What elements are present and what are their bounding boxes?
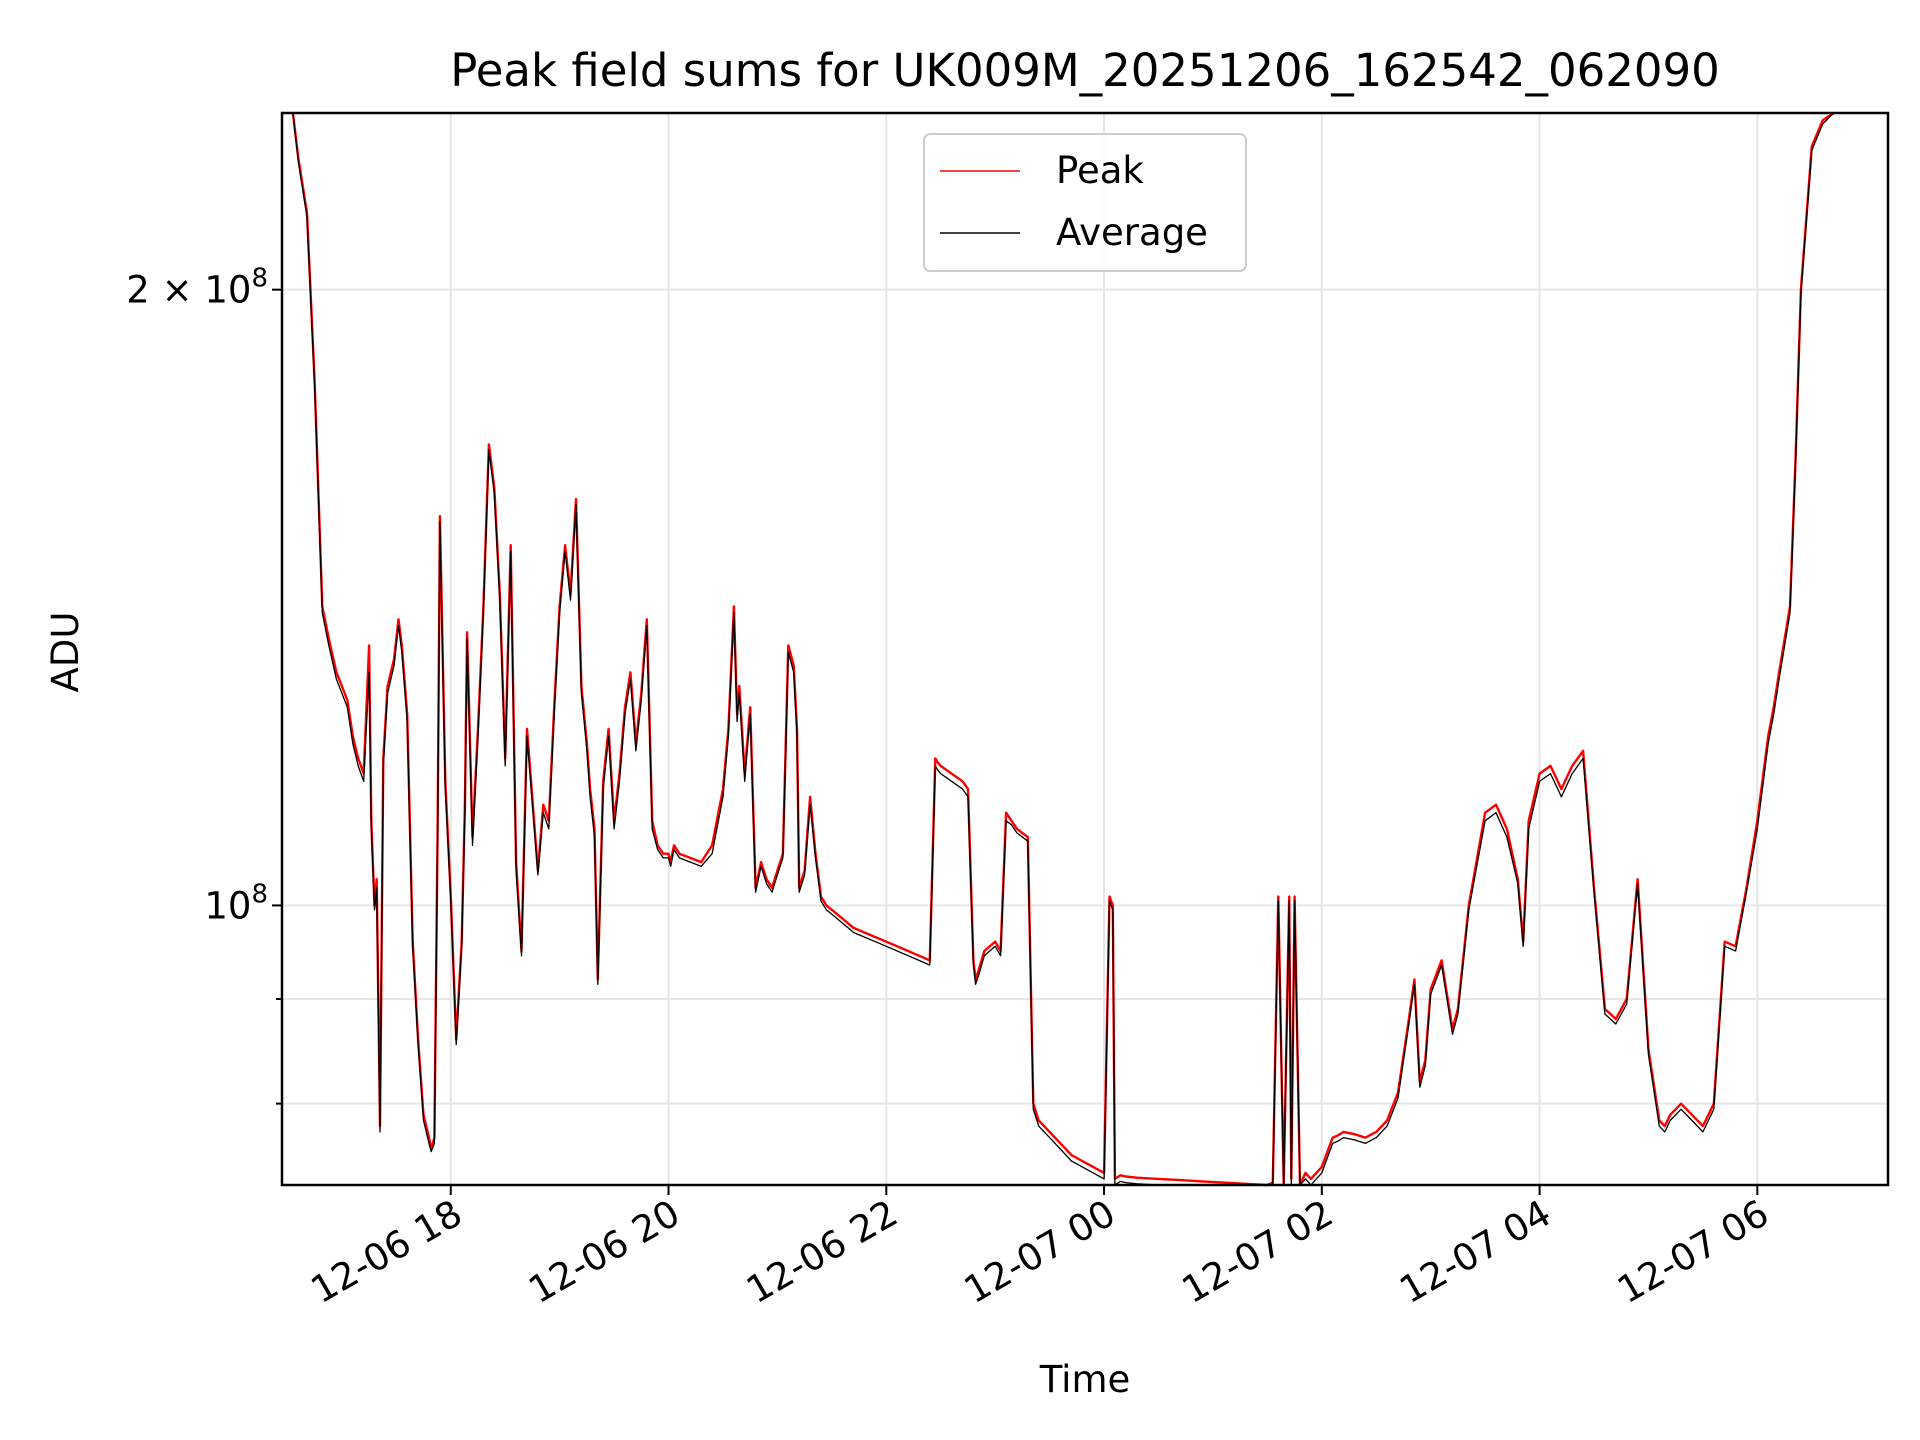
x-axis-label: Time xyxy=(1039,1358,1131,1401)
legend-peak-label: Peak xyxy=(1056,149,1144,192)
y-tick-label: 108 xyxy=(204,879,268,927)
grid xyxy=(282,113,1888,1185)
series-line-average xyxy=(292,112,1835,1186)
legend: Peak Average xyxy=(923,133,1247,272)
series-layer xyxy=(291,112,1835,1187)
chart-title: Peak field sums for UK009M_20251206_1625… xyxy=(450,44,1720,97)
plot-frame xyxy=(280,111,1890,1187)
y-axis-label: ADU xyxy=(44,612,87,693)
y-tick-label: 2 × 108 xyxy=(126,264,268,312)
legend-box xyxy=(923,133,1247,272)
legend-average-label: Average xyxy=(1056,211,1208,254)
